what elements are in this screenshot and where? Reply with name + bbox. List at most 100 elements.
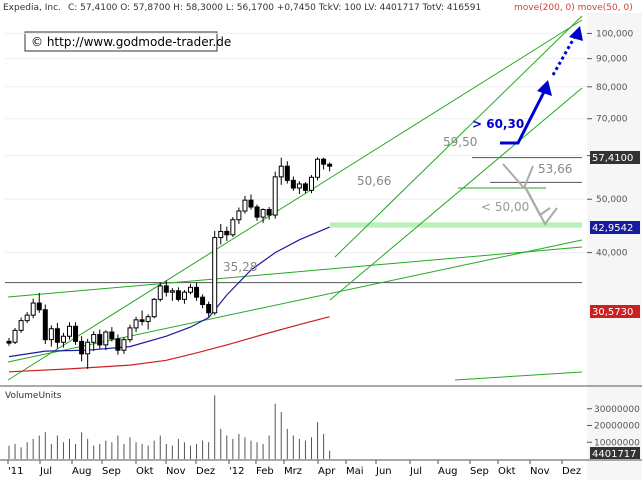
candle-body (115, 338, 121, 351)
volume-tick-label: 30000000 (594, 405, 640, 415)
gray-down-check (526, 189, 558, 226)
candle-body (103, 331, 109, 346)
x-tick-label: Nov (166, 466, 186, 477)
indicator-legend: move(200, 0) move(50, 0) (514, 3, 633, 13)
candle-body (302, 183, 308, 191)
volume-tick-label: 10000000 (594, 438, 640, 448)
candle-body (48, 328, 54, 341)
last-price-label: 57,4100 (592, 153, 633, 164)
candle-body (73, 325, 79, 342)
candle-body (133, 319, 139, 329)
volume-last-label: 4401717 (592, 449, 637, 460)
watermark-box (24, 31, 218, 52)
ma200-price-box (590, 305, 640, 318)
trend-line (454, 371, 583, 381)
candle-body (79, 340, 85, 355)
ma200-price-label: 30,5730 (592, 307, 633, 318)
candle-body (145, 316, 151, 322)
candle-body (236, 210, 242, 221)
x-axis: '11 Jul Aug Sep Okt Nov Dez '12 Feb Mrz Apr Mai Jun J… (7, 460, 581, 477)
ma200-line (8, 316, 330, 373)
candle-body (139, 319, 145, 322)
x-tick-label: Jun (375, 466, 392, 477)
price-tick-label: 40,000 (596, 249, 628, 259)
watermark-text: © http://www.godmode-trader.de (31, 35, 231, 49)
candle-body (30, 302, 36, 316)
volume-bars-layer (8, 395, 331, 459)
annotation-50-66: 50,66 (357, 174, 391, 188)
x-tick-label: Sep (470, 466, 489, 477)
candle-body (36, 302, 42, 311)
x-tick-label: Aug (438, 466, 458, 477)
candle-body (67, 325, 72, 337)
candle-body (194, 286, 200, 298)
candle-body (157, 285, 163, 300)
candle-body (321, 158, 327, 165)
price-tick-label: 90,000 (596, 55, 628, 65)
breakout-arrowhead (537, 80, 552, 96)
volume-last-box (590, 447, 640, 459)
candle-body (284, 165, 290, 181)
candle-body (242, 199, 248, 212)
candle-body (169, 290, 175, 293)
candle-body (12, 329, 18, 343)
x-tick-label: Apr (318, 466, 336, 477)
ma50-price-label: 42,9542 (592, 223, 633, 234)
candle-body (121, 339, 127, 351)
trend-channel-layer (7, 15, 583, 381)
x-tick-label: Aug (72, 466, 92, 477)
candle-body (218, 230, 224, 239)
candle-body (6, 340, 12, 344)
candle-body (200, 296, 206, 306)
candle-body (151, 298, 157, 318)
candle-body (42, 309, 48, 341)
candle-body (54, 328, 60, 343)
candle-body (278, 165, 284, 178)
last-price-box (590, 151, 640, 164)
x-tick-label: Dez (196, 466, 215, 477)
candle-body (260, 208, 266, 218)
price-tick-label: 80,000 (596, 83, 628, 93)
annotation-35-28: 35,28 (223, 260, 257, 274)
annotation-breakdown: < 50,00 (481, 200, 529, 214)
volume-label: VolumeUnits (5, 391, 62, 401)
price-axis-panel (587, 0, 642, 480)
x-tick-label: Mrz (284, 466, 302, 477)
x-tick-label: Nov (530, 466, 550, 477)
annotation-53-66: 53,66 (538, 162, 572, 176)
grid-layer (5, 32, 585, 254)
candle-body (85, 341, 91, 355)
candle-body (127, 327, 133, 341)
gray-down-v (502, 163, 534, 190)
trend-line (329, 87, 583, 301)
support-zone (330, 222, 582, 228)
candle-body (18, 320, 24, 331)
forecast-arrows-layer (500, 26, 583, 226)
candle-body (24, 314, 30, 322)
candle-body (315, 158, 321, 178)
candle-body (248, 199, 254, 208)
candle-body (309, 176, 314, 191)
x-tick-label: Dez (562, 466, 581, 477)
x-tick-label: Okt (136, 466, 154, 477)
forecast-dotted-path (551, 37, 576, 76)
quote-readout: C: 57,4100 O: 57,8700 H: 58,3000 L: 56,1… (68, 3, 481, 13)
candle-body (60, 335, 66, 343)
candle-body (206, 304, 212, 314)
candle-body (91, 334, 97, 343)
annotation-breakout-target: > 60,30 (472, 117, 524, 131)
forecast-arrowhead (569, 26, 583, 41)
volume-axis: 30000000 20000000 10000000 (587, 405, 640, 448)
breakout-arrow-path (500, 89, 547, 145)
candle-body (109, 331, 115, 340)
x-tick-label: Okt (498, 466, 516, 477)
ma50-price-box (590, 221, 640, 234)
candle-body (163, 285, 169, 293)
candles-layer (6, 157, 333, 369)
volume-tick-label: 20000000 (594, 422, 640, 432)
x-tick-label: Sep (102, 466, 121, 477)
x-tick-label: Jul (39, 466, 52, 477)
x-tick-label: Jul (409, 466, 422, 477)
